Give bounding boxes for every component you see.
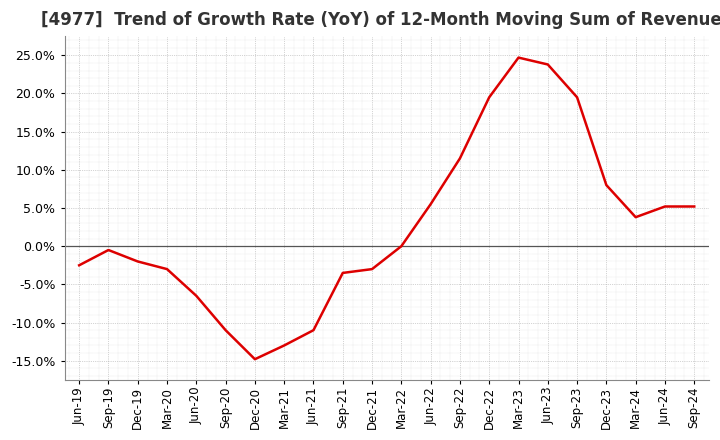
- Title: [4977]  Trend of Growth Rate (YoY) of 12-Month Moving Sum of Revenues: [4977] Trend of Growth Rate (YoY) of 12-…: [41, 11, 720, 29]
